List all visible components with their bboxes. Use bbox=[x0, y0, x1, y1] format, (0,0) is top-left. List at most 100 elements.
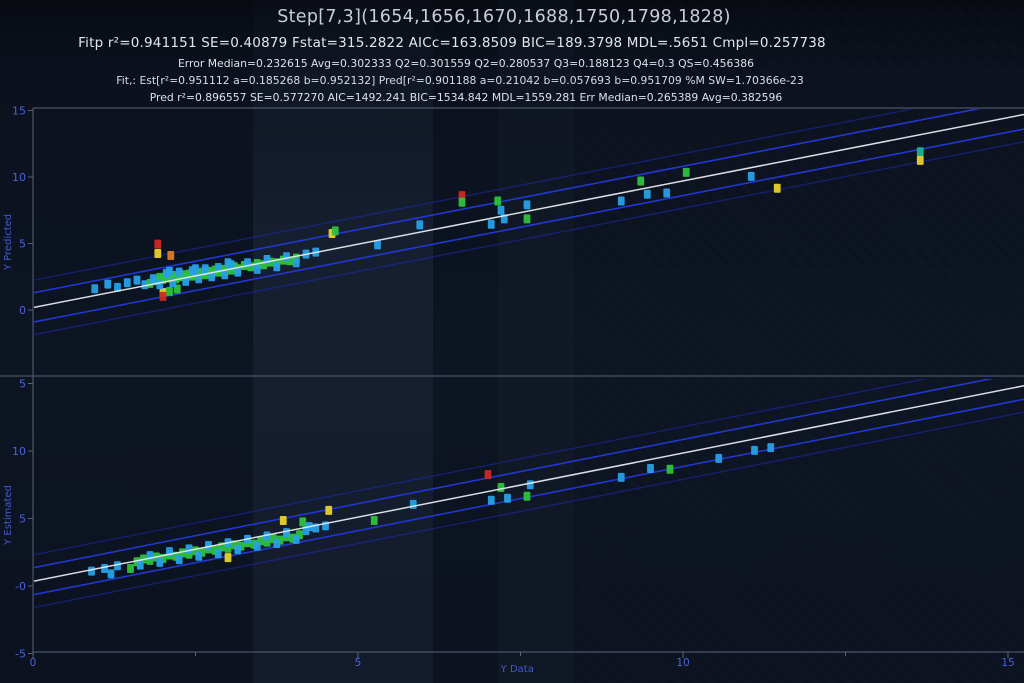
y-axis-label: Y Estimated bbox=[3, 485, 14, 546]
scatter-point bbox=[156, 280, 164, 290]
scatter-point bbox=[175, 267, 183, 277]
scatter-point bbox=[715, 453, 723, 463]
x-axis-label: Y Data bbox=[500, 664, 534, 675]
scatter-point bbox=[682, 167, 690, 177]
scatter-point bbox=[114, 561, 121, 571]
scatter-point bbox=[156, 557, 164, 567]
scatter-point bbox=[497, 482, 505, 492]
scatter-point bbox=[149, 274, 157, 284]
scatter-point bbox=[666, 464, 674, 474]
scatter-point bbox=[523, 214, 531, 224]
scatter-point bbox=[637, 176, 645, 186]
scatter-point bbox=[643, 189, 651, 199]
scatter-point bbox=[159, 291, 167, 301]
scatter-point bbox=[167, 250, 175, 260]
scatter-point bbox=[767, 443, 775, 453]
panel-pred-plot bbox=[34, 379, 1024, 609]
scatter-point bbox=[114, 282, 121, 292]
confidence-band-lower bbox=[34, 128, 1024, 323]
y-tick-label: -5 bbox=[15, 648, 26, 661]
scatter-point bbox=[325, 505, 333, 515]
scatter-point bbox=[487, 219, 495, 229]
outer-band-lower bbox=[34, 411, 1024, 609]
stats-line-error: Error Median=0.232615 Avg=0.302333 Q2=0.… bbox=[177, 57, 755, 70]
scatter-point bbox=[208, 272, 216, 282]
scatter-point bbox=[617, 196, 625, 206]
y-tick-label: 5 bbox=[19, 238, 26, 251]
data-points bbox=[91, 147, 924, 301]
stats-line-pred: Pred r²=0.896557 SE=0.577270 AIC=1492.24… bbox=[149, 91, 783, 104]
confidence-band-upper bbox=[34, 109, 982, 294]
scatter-point bbox=[497, 205, 505, 215]
scatter-point bbox=[751, 445, 758, 455]
data-points bbox=[88, 443, 775, 579]
scatter-point bbox=[487, 495, 495, 505]
y-tick-label: 5 bbox=[19, 513, 26, 526]
scatter-point bbox=[234, 545, 242, 555]
scatter-point bbox=[123, 278, 131, 288]
scatter-point bbox=[88, 566, 95, 576]
scatter-point bbox=[279, 516, 287, 526]
scatter-point bbox=[253, 541, 261, 551]
stats-line-fit: Fitp r²=0.941151 SE=0.40879 Fstat=315.28… bbox=[78, 35, 826, 51]
scatter-point bbox=[224, 258, 232, 268]
y-tick-label: 15 bbox=[12, 105, 26, 118]
x-tick-label: 10 bbox=[676, 657, 689, 669]
x-tick-label: 15 bbox=[1001, 657, 1014, 669]
scatter-point bbox=[916, 147, 924, 157]
fit-line bbox=[34, 113, 1024, 309]
x-tick-label: 5 bbox=[355, 657, 362, 669]
scatter-point bbox=[185, 544, 193, 554]
scatter-point bbox=[370, 516, 378, 526]
scatter-point bbox=[331, 226, 339, 236]
stats-line-estimates: Fit,: Est[r²=0.951112 a=0.185268 b=0.952… bbox=[116, 74, 804, 87]
scatter-point bbox=[523, 491, 531, 501]
scatter-point bbox=[182, 276, 190, 286]
fit-line bbox=[34, 384, 1024, 582]
scatter-point bbox=[141, 280, 149, 290]
y-tick-label: 10 bbox=[12, 171, 26, 184]
scatter-point bbox=[253, 264, 261, 274]
y-axis-label: Y Predicted bbox=[3, 214, 14, 271]
scatter-point bbox=[234, 267, 242, 277]
scatter-point bbox=[214, 262, 222, 272]
scatter-point bbox=[263, 531, 271, 541]
scatter-point bbox=[647, 464, 654, 474]
scatter-point bbox=[292, 534, 300, 544]
scatter-point bbox=[107, 569, 115, 579]
scatter-point bbox=[458, 197, 466, 207]
scatter-point bbox=[136, 560, 144, 570]
scatter-point bbox=[299, 517, 307, 527]
scatter-point bbox=[195, 274, 203, 284]
scatter-point bbox=[166, 286, 173, 296]
scatter-point bbox=[101, 563, 108, 573]
confidence-band-upper bbox=[34, 379, 994, 569]
outer-band-upper bbox=[34, 109, 916, 281]
scatter-point bbox=[663, 188, 671, 198]
outer-band-upper bbox=[34, 379, 929, 556]
y-tick-label: 5 bbox=[19, 378, 26, 391]
scatter-point bbox=[154, 239, 162, 249]
outer-band-lower bbox=[34, 141, 1024, 336]
scatter-point bbox=[526, 480, 534, 490]
scatter-point bbox=[127, 563, 134, 573]
y-tick-label: 0 bbox=[19, 304, 26, 317]
x-tick-label: 0 bbox=[30, 657, 37, 669]
scatter-point bbox=[91, 284, 99, 294]
scatter-point bbox=[416, 220, 424, 230]
scatter-point bbox=[104, 279, 112, 289]
scatter-point bbox=[916, 155, 924, 165]
scatter-point bbox=[374, 240, 381, 250]
scatter-point bbox=[523, 200, 531, 210]
scatter-point bbox=[201, 264, 209, 274]
scatter-point bbox=[773, 183, 781, 193]
scatter-point bbox=[273, 262, 281, 272]
scatter-point bbox=[192, 264, 199, 274]
scatter-point bbox=[175, 555, 183, 565]
scatter-point bbox=[214, 549, 222, 559]
scatter-point bbox=[747, 171, 755, 181]
plot-title: Step[7,3](1654,1656,1670,1688,1750,1798,… bbox=[277, 7, 731, 27]
scatter-point bbox=[283, 252, 290, 262]
